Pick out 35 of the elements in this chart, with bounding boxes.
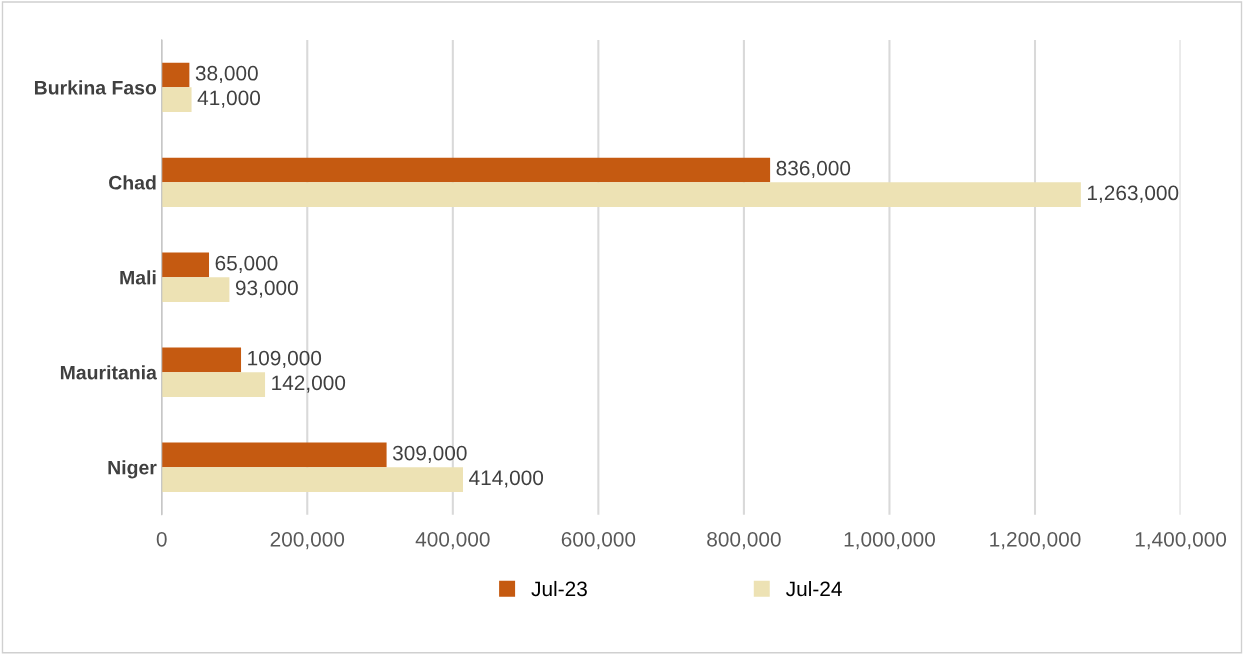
data-label: 41,000 bbox=[197, 90, 261, 108]
x-tick-label: 1,400,000 bbox=[1135, 531, 1227, 550]
y-tick-label: Chad bbox=[109, 175, 156, 190]
data-label: 414,000 bbox=[469, 470, 544, 488]
x-tick-label: 600,000 bbox=[561, 531, 636, 550]
bar bbox=[161, 87, 192, 113]
y-tick-label: Mauritania bbox=[60, 365, 157, 380]
data-label: 93,000 bbox=[235, 280, 298, 298]
data-label: 836,000 bbox=[776, 160, 851, 179]
data-label: 109,000 bbox=[248, 350, 322, 368]
data-label: 65,000 bbox=[215, 255, 278, 273]
bar bbox=[161, 252, 210, 278]
x-tick-label: 1,200,000 bbox=[990, 531, 1081, 550]
bar bbox=[161, 372, 266, 397]
y-tick-label: Mali bbox=[120, 270, 156, 285]
x-tick-label: 200,000 bbox=[270, 531, 345, 550]
bar bbox=[161, 442, 387, 468]
bar bbox=[161, 347, 242, 373]
legend-label: Jul-23 bbox=[531, 580, 587, 597]
y-tick-label: Burkina Faso bbox=[34, 80, 157, 95]
x-tick-label: 800,000 bbox=[707, 531, 781, 550]
bar bbox=[161, 277, 230, 302]
x-tick-label: 400,000 bbox=[415, 531, 490, 550]
data-label: 309,000 bbox=[392, 445, 467, 463]
data-label: 1,263,000 bbox=[1088, 185, 1179, 203]
data-label: 142,000 bbox=[272, 375, 346, 393]
x-tick-label: 1,000,000 bbox=[844, 531, 935, 550]
legend-label: Jul-24 bbox=[786, 580, 842, 597]
bar bbox=[161, 62, 190, 88]
bar bbox=[161, 182, 1081, 208]
bar bbox=[161, 467, 463, 492]
bar bbox=[161, 157, 771, 183]
y-tick-label: Niger bbox=[108, 460, 157, 479]
x-tick-label: 0 bbox=[156, 531, 167, 547]
data-label: 38,000 bbox=[195, 65, 258, 84]
